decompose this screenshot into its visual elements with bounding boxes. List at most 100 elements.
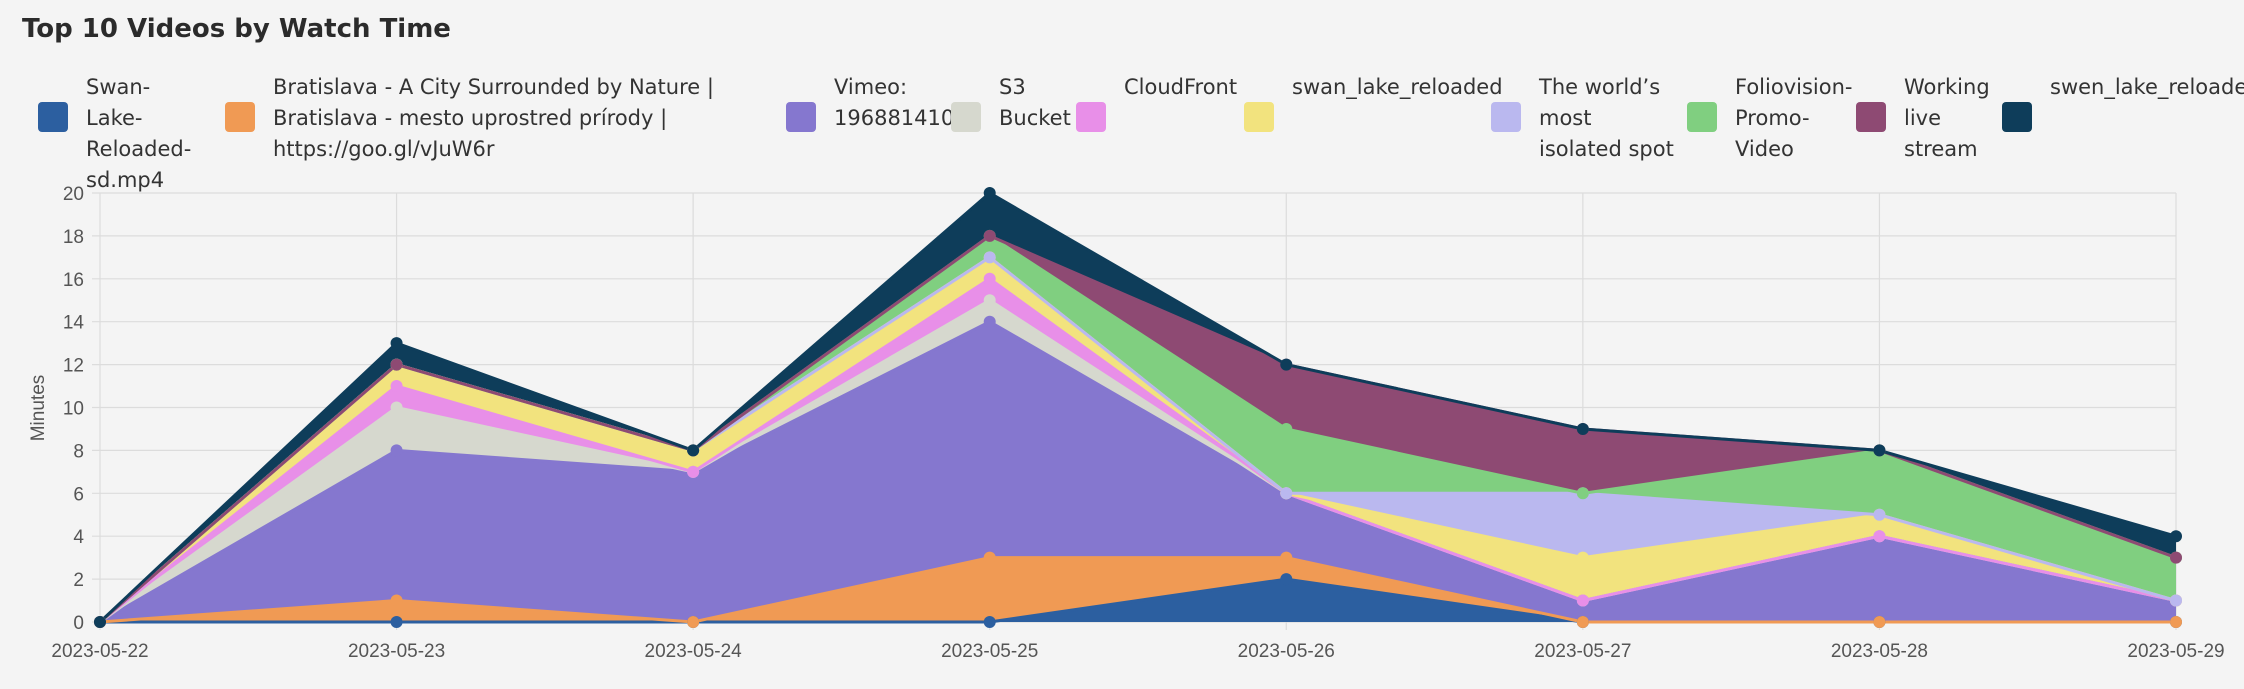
series-line-4 — [99, 276, 2177, 624]
data-point-series-9[interactable] — [983, 187, 996, 199]
y-tick-label: 8 — [73, 441, 84, 462]
x-tick-label: 2023-05-22 — [51, 641, 148, 662]
data-point-series-4[interactable] — [983, 272, 996, 285]
legend-item-working-live-stream[interactable]: Working live stream — [1856, 72, 1996, 165]
legend-swatch — [786, 102, 816, 132]
legend-swatch — [225, 102, 255, 132]
y-tick-label: 16 — [63, 270, 84, 291]
legend-label: The world’s most isolated spot — [1539, 75, 1674, 161]
legend-label: Vimeo: 196881410 — [834, 75, 955, 130]
area-series-8 — [100, 235, 2176, 622]
axes: 0 2 4 6 8 10 12 14 16 18 20 2023-05-22 2023-05-23 202… — [51, 184, 2224, 662]
data-point-series-4[interactable] — [1576, 594, 1589, 607]
data-point-series-2[interactable] — [390, 444, 403, 457]
x-tick-label: 2023-05-27 — [1534, 641, 1631, 662]
legend-label: S3 Bucket — [999, 75, 1071, 130]
data-point-series-0[interactable] — [983, 616, 996, 628]
data-point-series-1[interactable] — [2170, 616, 2182, 628]
legend-label: Working live stream — [1904, 75, 1990, 161]
legend-label: Swan-Lake-Reloaded-sd.mp4 — [86, 75, 192, 192]
series-lines — [98, 191, 2177, 624]
y-tick-label: 20 — [63, 184, 84, 205]
legend-item-swan-lake-reloaded[interactable]: swan_lake_reloaded — [1244, 72, 1503, 132]
data-point-series-1[interactable] — [1576, 616, 1589, 628]
legend-item-swen-lake-reloaded[interactable]: swen_lake_reloaded — [2002, 72, 2244, 132]
chart-title: Top 10 Videos by Watch Time — [22, 14, 451, 44]
y-tick-label: 0 — [73, 613, 84, 634]
legend-label: swen_lake_reloaded — [2050, 75, 2244, 99]
legend-swatch — [1076, 102, 1106, 132]
data-point-series-6[interactable] — [2170, 594, 2182, 607]
y-axis-title: Minutes — [28, 375, 49, 442]
area-series-2 — [100, 321, 2176, 622]
data-point-series-1[interactable] — [687, 616, 700, 628]
legend-swatch — [38, 102, 68, 132]
data-point-series-1[interactable] — [390, 594, 403, 607]
data-point-series-9[interactable] — [1280, 358, 1293, 371]
data-point-series-4[interactable] — [390, 380, 403, 393]
data-point-series-2[interactable] — [983, 315, 996, 328]
legend-swatch — [2002, 102, 2032, 132]
series-line-9 — [98, 191, 2177, 624]
area-series-0 — [100, 579, 2176, 622]
data-point-series-8[interactable] — [2170, 551, 2182, 564]
data-point-series-9[interactable] — [1873, 444, 1886, 457]
data-point-series-1[interactable] — [1873, 616, 1886, 628]
legend-swatch — [1687, 102, 1717, 132]
data-point-series-0[interactable] — [390, 616, 403, 628]
data-point-series-9[interactable] — [2170, 530, 2182, 543]
data-point-series-4[interactable] — [687, 465, 700, 478]
data-points — [94, 187, 2182, 628]
legend-label: Foliovision-Promo-Video — [1735, 75, 1853, 161]
data-point-series-9[interactable] — [94, 616, 106, 628]
y-tick-label: 6 — [73, 484, 84, 505]
data-point-series-4[interactable] — [1873, 530, 1886, 543]
legend-item-s3-bucket[interactable]: S3 Bucket — [951, 72, 1091, 134]
y-tick-label: 18 — [63, 227, 84, 248]
data-point-series-8[interactable] — [983, 229, 996, 242]
legend-label: Bratislava - A City Surrounded by Nature… — [273, 75, 714, 161]
data-point-series-9[interactable] — [390, 337, 403, 350]
data-point-series-9[interactable] — [687, 444, 700, 457]
data-point-series-8[interactable] — [390, 358, 403, 371]
y-tick-label: 2 — [73, 570, 84, 591]
x-tick-label: 2023-05-29 — [2127, 641, 2224, 662]
data-point-series-7[interactable] — [1576, 487, 1589, 500]
legend-swatch — [1244, 102, 1274, 132]
x-tick-label: 2023-05-23 — [348, 641, 445, 662]
legend-item-swan-lake-reloaded-sd[interactable]: Swan-Lake-Reloaded-sd.mp4 — [38, 72, 208, 196]
data-point-series-0[interactable] — [1280, 573, 1293, 586]
x-tick-label: 2023-05-28 — [1831, 641, 1928, 662]
data-point-series-5[interactable] — [1576, 551, 1589, 564]
legend-item-bratislava[interactable]: Bratislava - A City Surrounded by Nature… — [225, 72, 785, 165]
data-point-series-1[interactable] — [1280, 551, 1293, 564]
data-point-series-9[interactable] — [1576, 422, 1589, 435]
legend-label: swan_lake_reloaded — [1292, 75, 1503, 99]
series-line-1 — [99, 556, 2176, 624]
legend-swatch — [951, 102, 981, 132]
chart-legend: Swan-Lake-Reloaded-sd.mp4 Bratislava - A… — [22, 72, 2244, 192]
data-point-series-6[interactable] — [1873, 508, 1886, 521]
x-tick-label: 2023-05-26 — [1238, 641, 1335, 662]
legend-swatch — [1491, 102, 1521, 132]
x-tick-label: 2023-05-25 — [941, 641, 1038, 662]
data-point-series-1[interactable] — [983, 551, 996, 564]
legend-item-worlds-most-isolated-spot[interactable]: The world’s most isolated spot — [1491, 72, 1681, 165]
legend-label: CloudFront — [1124, 75, 1238, 99]
data-point-series-6[interactable] — [983, 251, 996, 264]
x-tick-label: 2023-05-24 — [645, 641, 743, 662]
legend-item-vimeo[interactable]: Vimeo: 196881410 — [786, 72, 956, 134]
area-series-1 — [100, 557, 2176, 622]
y-tick-label: 12 — [63, 356, 84, 377]
legend-item-foliovision-promo-video[interactable]: Foliovision-Promo-Video — [1687, 72, 1857, 165]
legend-swatch — [1856, 102, 1886, 132]
data-point-series-6[interactable] — [1280, 487, 1293, 500]
y-tick-label: 14 — [63, 313, 85, 334]
data-point-series-3[interactable] — [390, 401, 403, 414]
data-point-series-3[interactable] — [983, 294, 996, 307]
y-tick-label: 4 — [73, 527, 84, 548]
legend-item-cloudfront[interactable]: CloudFront — [1076, 72, 1266, 132]
y-tick-label: 10 — [63, 399, 84, 420]
data-point-series-7[interactable] — [1280, 422, 1293, 435]
